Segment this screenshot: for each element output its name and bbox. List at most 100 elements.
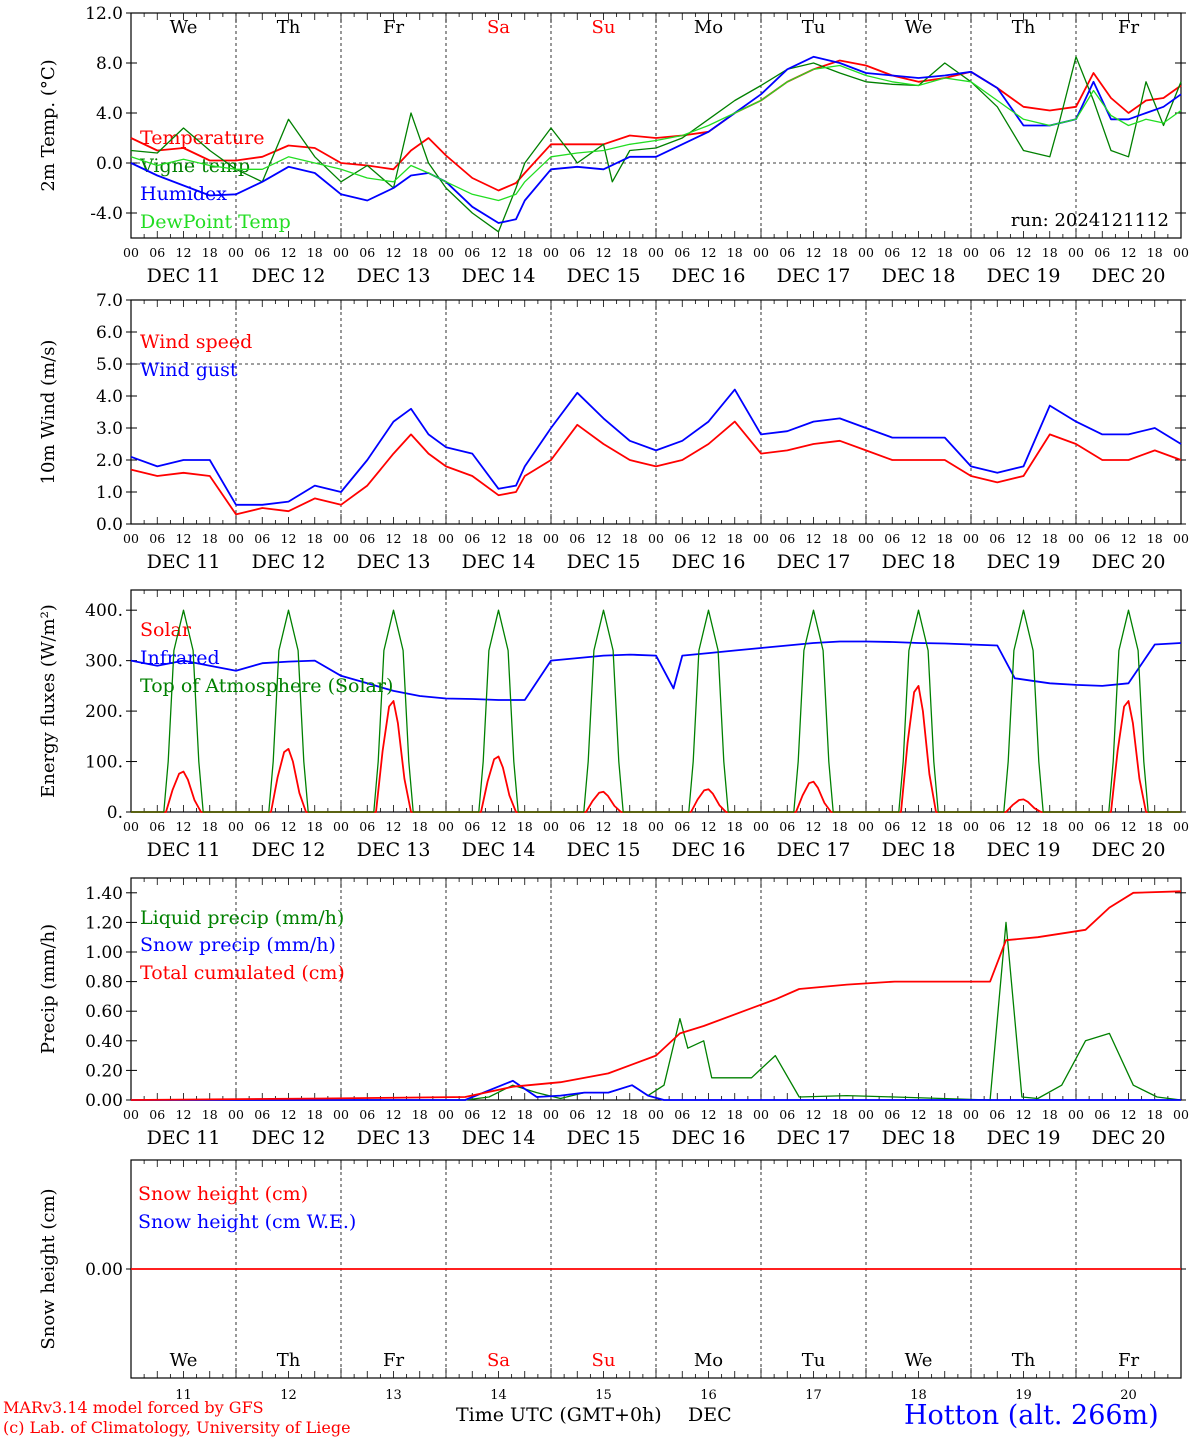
- hour-tick-label: 12: [806, 819, 822, 834]
- hour-tick-label: 12: [176, 819, 192, 834]
- hour-tick-label: 00: [753, 531, 769, 546]
- day-number-label: 13: [385, 1388, 402, 1403]
- day-label: DEC 13: [357, 265, 431, 287]
- hour-tick-label: 06: [989, 245, 1005, 260]
- hour-tick-label: 06: [254, 1107, 270, 1122]
- day-label: DEC 20: [1092, 1127, 1166, 1149]
- hour-tick-label: 18: [937, 531, 953, 546]
- hour-tick-label: 18: [1147, 819, 1163, 834]
- hour-tick-label: 18: [832, 245, 848, 260]
- day-label: DEC 18: [882, 839, 956, 861]
- hour-tick-label: 00: [858, 245, 874, 260]
- day-label: DEC 18: [882, 551, 956, 573]
- day-label: DEC 13: [357, 551, 431, 573]
- hour-tick-label: 00: [1068, 1107, 1084, 1122]
- hour-tick-label: 12: [386, 531, 402, 546]
- legend-entry: Snow height (cm): [138, 1183, 308, 1205]
- hour-tick-label: 06: [569, 819, 585, 834]
- day-label: DEC 19: [987, 551, 1061, 573]
- y-tick-label: 2.0: [96, 451, 123, 471]
- hour-tick-label: 00: [963, 819, 979, 834]
- hour-tick-label: 06: [149, 531, 165, 546]
- day-label: DEC 18: [882, 265, 956, 287]
- weekday-label: Fr: [383, 17, 404, 38]
- day-label: DEC 19: [987, 839, 1061, 861]
- y-tick-label: 12.0: [85, 4, 123, 24]
- hour-tick-label: 18: [202, 531, 218, 546]
- weekday-label: Th: [277, 1350, 301, 1371]
- hour-tick-label: 00: [858, 1107, 874, 1122]
- hour-tick-label: 06: [254, 819, 270, 834]
- hour-tick-label: 00: [438, 1107, 454, 1122]
- legend-entry: DewPoint Temp: [140, 211, 291, 233]
- weekday-label: Mo: [694, 1350, 723, 1371]
- hour-tick-label: 00: [648, 819, 664, 834]
- day-label: DEC 13: [357, 839, 431, 861]
- y-tick-label: 0.0: [96, 154, 123, 174]
- y-tick-label: 0.: [107, 803, 123, 823]
- hour-tick-label: 12: [701, 819, 717, 834]
- weekday-label: We: [905, 1350, 933, 1371]
- hour-tick-label: 00: [648, 245, 664, 260]
- hour-tick-label: 18: [1147, 1107, 1163, 1122]
- series-line-wind-speed: [130, 420, 1182, 516]
- panel-2: 0.0 1.0 2.0 3.0 4.0 5.0 6.0 7.0 10m Wind (m/s) Wi…: [38, 291, 1189, 573]
- hour-tick-label: 12: [596, 1107, 612, 1122]
- legend-entry: Wind speed: [140, 331, 252, 353]
- y-tick-label: 0.60: [85, 1002, 123, 1022]
- series-line-humidex: [130, 55, 1182, 224]
- legend-entry: Total cumulated (cm): [140, 962, 345, 984]
- hour-tick-label: 06: [884, 819, 900, 834]
- day-label: DEC 14: [462, 551, 536, 573]
- hour-tick-label: 00: [123, 531, 139, 546]
- hour-tick-label: 06: [884, 1107, 900, 1122]
- weekday-label: We: [905, 17, 933, 38]
- series-line-temperature: [130, 59, 1182, 192]
- hour-tick-label: 00: [1068, 245, 1084, 260]
- legend-entry: Snow precip (mm/h): [140, 934, 336, 956]
- weekday-label: Su: [592, 1350, 616, 1371]
- hour-tick-label: 12: [806, 1107, 822, 1122]
- hour-tick-label: 18: [202, 819, 218, 834]
- day-label: DEC 19: [987, 1127, 1061, 1149]
- hour-tick-label-end: 00: [1173, 531, 1189, 546]
- hour-tick-label: 12: [1016, 245, 1032, 260]
- hour-tick-label: 18: [727, 531, 743, 546]
- hour-tick-label: 06: [359, 245, 375, 260]
- hour-tick-label: 12: [491, 245, 507, 260]
- hour-tick-label: 18: [307, 819, 323, 834]
- hour-tick-label: 18: [727, 245, 743, 260]
- hour-tick-label: 00: [753, 819, 769, 834]
- day-label: DEC 16: [672, 265, 746, 287]
- day-label: DEC 20: [1092, 265, 1166, 287]
- hour-tick-label: 18: [412, 531, 428, 546]
- day-label: DEC 17: [777, 839, 851, 861]
- hour-tick-label: 06: [359, 1107, 375, 1122]
- hour-tick-label: 00: [858, 819, 874, 834]
- y-tick-label: 0.00: [85, 1091, 123, 1111]
- day-label: DEC 14: [462, 1127, 536, 1149]
- y-tick-label: 1.20: [85, 913, 123, 933]
- hour-tick-label: 18: [307, 1107, 323, 1122]
- series-line-wind-gust: [130, 388, 1182, 506]
- legend-entry: Vigne temp: [139, 155, 250, 177]
- hour-tick-label: 18: [1042, 531, 1058, 546]
- hour-tick-label: 06: [254, 531, 270, 546]
- y-tick-label: 300.: [85, 652, 123, 672]
- hour-tick-label: 06: [779, 245, 795, 260]
- hour-tick-label: 06: [149, 1107, 165, 1122]
- y-tick-label: -4.0: [90, 204, 123, 224]
- day-label: DEC 15: [567, 551, 641, 573]
- hour-tick-label: 12: [281, 1107, 297, 1122]
- y-tick-label: 0.40: [85, 1032, 123, 1052]
- hour-tick-label: 12: [281, 531, 297, 546]
- hour-tick-label: 06: [359, 531, 375, 546]
- hour-tick-label: 06: [569, 1107, 585, 1122]
- day-label: DEC 14: [462, 265, 536, 287]
- day-label: DEC 20: [1092, 551, 1166, 573]
- station-label: Hotton (alt. 266m): [904, 1400, 1159, 1431]
- hour-tick-label: 18: [307, 245, 323, 260]
- hour-tick-label: 12: [1121, 819, 1137, 834]
- legend-entry: Temperature: [140, 127, 264, 149]
